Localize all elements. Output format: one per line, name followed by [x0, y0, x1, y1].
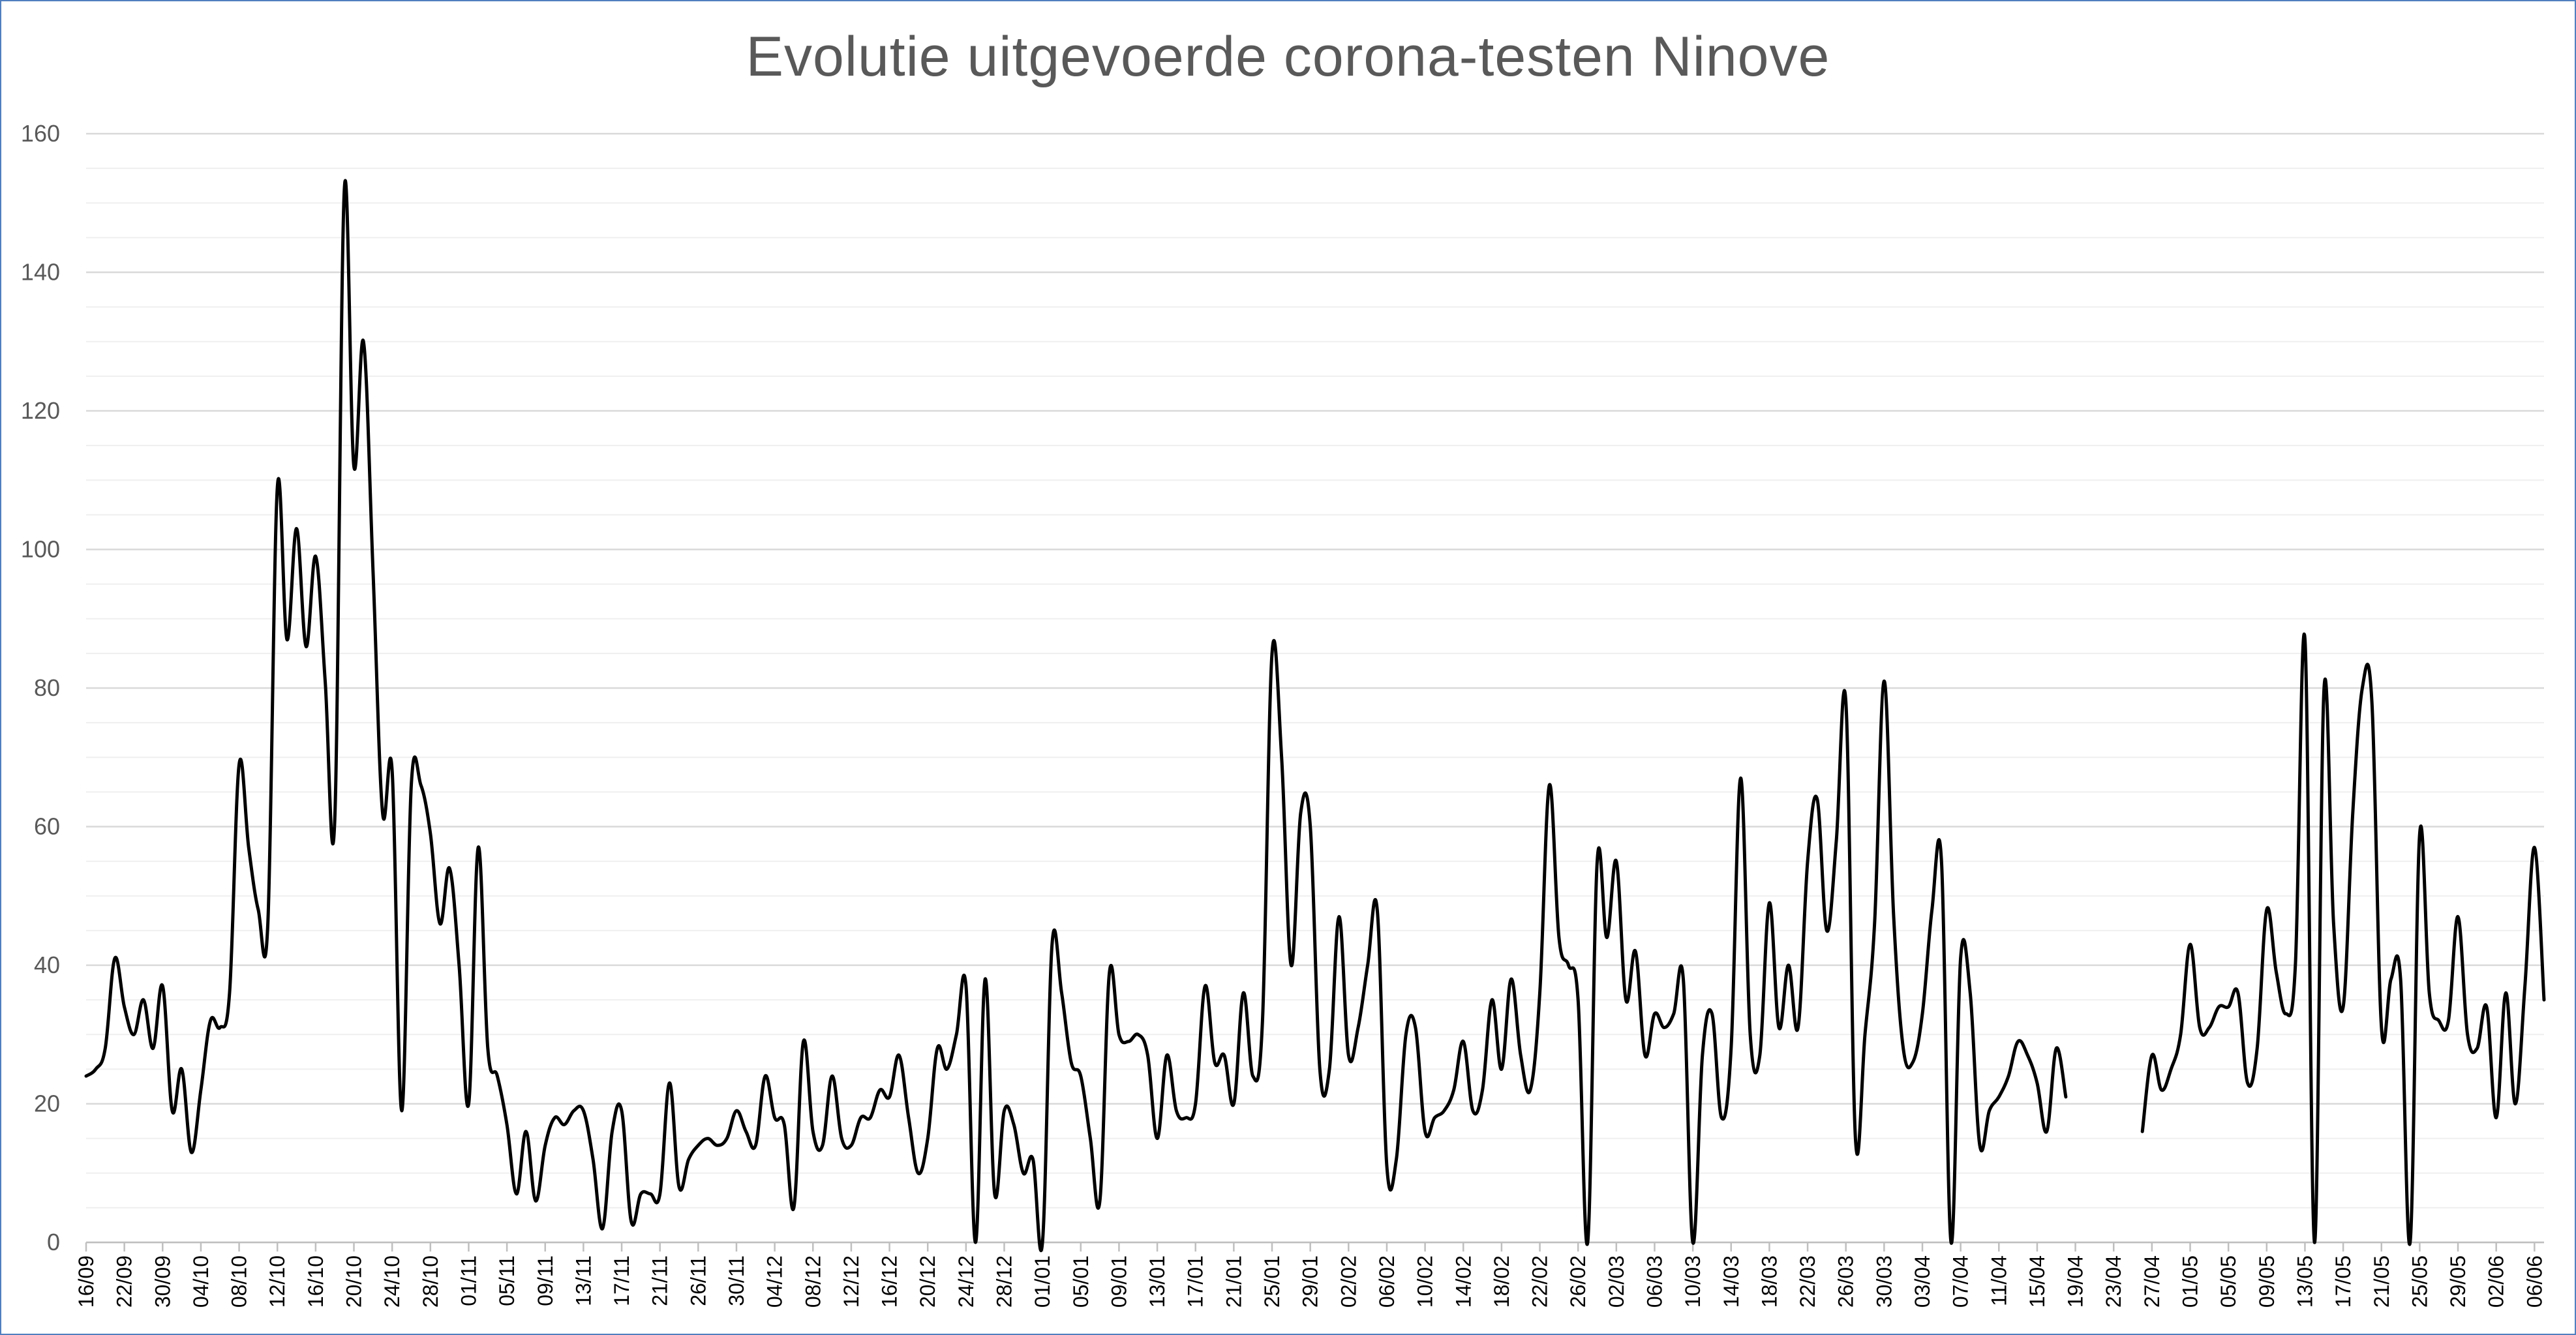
x-tick-label: 28/12	[993, 1255, 1016, 1308]
x-tick-label: 07/04	[1949, 1255, 1973, 1308]
x-tick-label: 22/03	[1796, 1255, 1819, 1308]
x-tick-label: 27/04	[2140, 1255, 2164, 1308]
x-tick-label: 21/05	[2370, 1255, 2393, 1308]
x-tick-label: 16/10	[304, 1255, 327, 1308]
x-tick-label: 28/10	[419, 1255, 442, 1308]
y-tick-label: 160	[21, 120, 60, 147]
x-tick-label: 02/02	[1337, 1255, 1360, 1308]
y-tick-label: 140	[21, 259, 60, 286]
series-line	[84, 179, 2068, 1252]
x-tick-label: 15/04	[2025, 1255, 2049, 1308]
x-tick-label: 18/02	[1490, 1255, 1513, 1308]
x-tick-label: 04/12	[763, 1255, 787, 1308]
series-line	[2140, 632, 2546, 1246]
y-tick-label: 100	[21, 536, 60, 563]
x-tick-label: 26/02	[1566, 1255, 1590, 1308]
x-tick-label: 17/11	[610, 1255, 633, 1306]
x-tick-label: 20/12	[916, 1255, 939, 1308]
x-tick-label: 21/11	[648, 1255, 672, 1306]
x-tick-label: 18/03	[1757, 1255, 1781, 1308]
x-tick-label: 17/05	[2331, 1255, 2355, 1308]
x-tick-label: 25/01	[1260, 1255, 1284, 1308]
x-tick-label: 17/01	[1184, 1255, 1207, 1308]
y-tick-label: 20	[34, 1090, 60, 1117]
x-tick-label: 22/09	[113, 1255, 136, 1308]
x-tick-label: 30/03	[1872, 1255, 1896, 1308]
x-tick-label: 10/03	[1681, 1255, 1705, 1308]
x-tick-label: 01/01	[1031, 1255, 1054, 1308]
x-tick-label: 22/02	[1528, 1255, 1552, 1308]
x-tick-label: 06/03	[1643, 1255, 1666, 1308]
x-tick-label: 12/10	[265, 1255, 289, 1308]
x-tick-label: 29/05	[2446, 1255, 2470, 1308]
x-tick-label: 30/11	[725, 1255, 748, 1306]
x-tick-label: 01/11	[457, 1255, 480, 1306]
x-tick-label: 11/04	[1987, 1255, 2010, 1306]
x-tick-label: 05/11	[495, 1255, 519, 1306]
x-tick-label: 10/02	[1414, 1255, 1437, 1308]
x-tick-label: 12/12	[840, 1255, 863, 1308]
x-tick-label: 16/12	[878, 1255, 902, 1308]
x-tick-label: 13/11	[571, 1255, 595, 1306]
x-tick-label: 05/01	[1069, 1255, 1093, 1308]
x-tick-label: 08/12	[801, 1255, 825, 1308]
x-tick-label: 13/05	[2293, 1255, 2316, 1308]
y-tick-label: 80	[34, 674, 60, 701]
x-tick-label: 02/03	[1605, 1255, 1628, 1308]
x-tick-label: 14/03	[1720, 1255, 1743, 1308]
x-tick-label: 09/01	[1107, 1255, 1130, 1308]
x-tick-label: 13/01	[1145, 1255, 1169, 1308]
x-tick-label: 26/03	[1834, 1255, 1858, 1308]
x-tick-label: 05/05	[2217, 1255, 2240, 1308]
y-tick-label: 0	[47, 1229, 60, 1255]
x-tick-label: 19/04	[2064, 1255, 2087, 1308]
x-tick-label: 24/12	[954, 1255, 978, 1308]
x-tick-label: 23/04	[2102, 1255, 2125, 1308]
x-tick-label: 26/11	[686, 1255, 710, 1306]
x-tick-label: 30/09	[151, 1255, 174, 1308]
x-tick-label: 09/05	[2255, 1255, 2279, 1308]
x-tick-label: 20/10	[342, 1255, 366, 1308]
x-tick-label: 06/06	[2523, 1255, 2546, 1308]
y-tick-label: 60	[34, 813, 60, 840]
x-tick-label: 25/05	[2408, 1255, 2431, 1308]
x-tick-label: 02/06	[2485, 1255, 2508, 1308]
x-tick-label: 08/10	[228, 1255, 251, 1308]
x-tick-label: 14/02	[1451, 1255, 1475, 1308]
y-tick-label: 40	[34, 952, 60, 978]
x-tick-label: 04/10	[189, 1255, 213, 1308]
x-tick-label: 09/11	[534, 1255, 557, 1306]
x-tick-label: 16/09	[74, 1255, 98, 1308]
x-tick-label: 21/01	[1222, 1255, 1245, 1308]
x-tick-label: 06/02	[1375, 1255, 1399, 1308]
x-tick-label: 03/04	[1911, 1255, 1934, 1308]
x-tick-label: 01/05	[2179, 1255, 2202, 1308]
y-tick-label: 120	[21, 397, 60, 424]
chart-title: Evolutie uitgevoerde corona-testen Ninov…	[746, 25, 1830, 88]
x-tick-label: 24/10	[380, 1255, 404, 1308]
x-tick-label: 29/01	[1299, 1255, 1322, 1308]
